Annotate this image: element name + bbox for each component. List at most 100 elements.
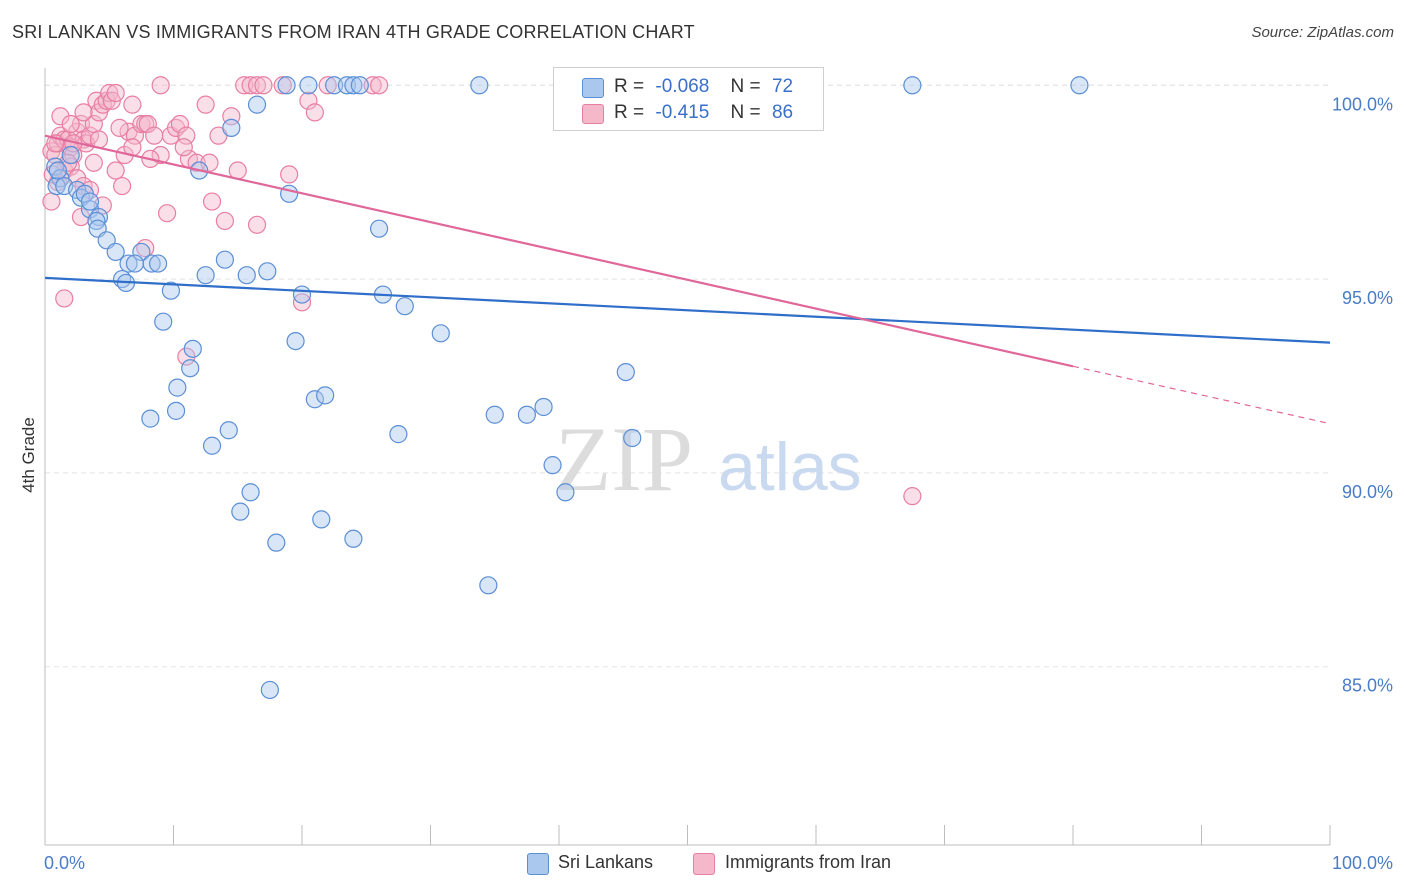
point-srilankan (219, 421, 238, 440)
legend-n-value: 72 (771, 76, 794, 97)
point-iran (84, 153, 103, 172)
trend-lines (44, 134, 1331, 425)
point-srilankan (119, 254, 138, 273)
point-iran (170, 114, 190, 134)
bottom-legend-swatch-blue (527, 853, 549, 875)
point-iran (61, 114, 80, 134)
point-srilankan (183, 339, 202, 358)
point-srilankan (196, 266, 215, 285)
point-srilankan (534, 397, 553, 417)
point-srilankan (305, 390, 324, 409)
point-srilankan (215, 250, 234, 269)
y-tick-label: 85.0% (1342, 676, 1393, 696)
point-srilankan (125, 254, 145, 273)
point-iran (280, 165, 299, 184)
point-srilankan (168, 378, 187, 397)
point-iran (273, 76, 292, 95)
point-srilankan (267, 533, 286, 552)
bottom-legend-srilankans: Sri Lankans (558, 852, 654, 872)
point-srilankan (132, 242, 151, 262)
point-iran (132, 114, 151, 134)
point-srilankan (903, 76, 922, 95)
y-tick-label: 100.0% (1332, 94, 1393, 114)
point-srilankan (241, 483, 260, 502)
x-tick-label-left: 0.0% (44, 853, 85, 873)
point-srilankan (222, 118, 241, 137)
point-srilankan (87, 211, 106, 231)
point-iran (74, 103, 93, 122)
watermark-zip: ZIP (555, 408, 693, 510)
point-iran (241, 76, 260, 95)
point-iran (363, 76, 382, 95)
trend-line-srilankan (44, 276, 1331, 344)
legend-r-label: R = (614, 76, 645, 97)
point-iran (247, 215, 267, 234)
point-iran (215, 211, 234, 231)
point-srilankan (312, 510, 331, 529)
point-srilankan (325, 76, 344, 95)
point-srilankan (47, 176, 66, 196)
point-iran (125, 126, 145, 145)
point-srilankan (1070, 76, 1089, 95)
point-srilankan (48, 161, 67, 180)
point-srilankan (142, 254, 161, 273)
point-iran (42, 192, 61, 211)
point-srilankan (299, 76, 318, 95)
point-iran (55, 289, 74, 308)
legend-n-value: 86 (771, 102, 794, 123)
chart-title: SRI LANKAN VS IMMIGRANTS FROM IRAN 4TH G… (12, 22, 695, 42)
point-iran (247, 76, 267, 95)
point-srilankan (280, 184, 299, 203)
point-iran (318, 76, 337, 95)
point-srilankan (231, 502, 250, 521)
point-srilankan (161, 281, 181, 300)
legend-r-value: -0.415 (655, 102, 710, 123)
legend-row-srilankan: R = -0.068 N = 72 (614, 76, 793, 98)
point-srilankan (154, 312, 173, 331)
point-srilankan (258, 262, 277, 281)
point-iran (106, 161, 125, 180)
point-srilankan (106, 242, 125, 262)
bottom-legend-iran: Immigrants from Iran (725, 852, 892, 872)
point-srilankan (485, 405, 504, 424)
point-iran (106, 83, 125, 103)
point-srilankan (277, 76, 296, 95)
legend-box: R = -0.068 N = 72 R = -0.415 N = 86 (553, 67, 824, 131)
point-srilankan (395, 297, 414, 316)
point-srilankan (292, 285, 312, 304)
point-iran (138, 114, 157, 134)
point-iran (80, 126, 100, 145)
legend-r-label: R = (614, 102, 645, 123)
point-srilankan (141, 409, 160, 428)
point-iran (174, 138, 193, 157)
point-srilankan (337, 76, 357, 95)
point-iran (370, 76, 389, 95)
point-iran (202, 192, 222, 211)
point-iran (110, 118, 129, 137)
point-srilankan (470, 76, 489, 95)
point-iran (151, 145, 170, 165)
point-iran (235, 76, 254, 95)
point-srilankan (543, 456, 562, 475)
point-srilankan (166, 401, 186, 420)
point-srilankan (286, 331, 305, 351)
point-srilankan (202, 436, 222, 455)
point-srilankan (247, 95, 267, 114)
legend-swatch-blue (582, 78, 604, 98)
point-srilankan (61, 145, 80, 165)
legend-n-label: N = (730, 76, 761, 97)
point-srilankan (316, 386, 335, 405)
point-iran (151, 76, 170, 95)
source-credit: Source: ZipAtlas.com (1251, 24, 1394, 41)
trend-line-iran-extension (1072, 365, 1331, 425)
point-srilankan (556, 483, 575, 502)
point-srilankan (181, 359, 200, 378)
point-iran (254, 76, 273, 95)
y-axis-title: 4th Grade (19, 417, 38, 493)
point-iran (305, 103, 324, 122)
point-iran (196, 95, 215, 114)
legend-r-value: -0.068 (655, 76, 710, 97)
point-iran (903, 487, 922, 506)
point-srilankan (431, 324, 450, 343)
